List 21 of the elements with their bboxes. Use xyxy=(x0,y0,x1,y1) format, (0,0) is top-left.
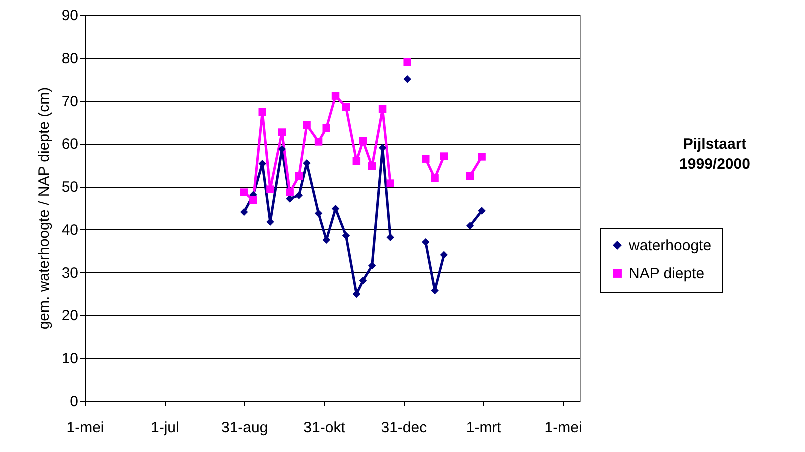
y-tick-label: 0 xyxy=(70,394,78,410)
x-tick-label: 31-okt xyxy=(304,420,346,436)
y-tick-label: 20 xyxy=(62,308,78,325)
text: Pijlstaart 1999/2000 xyxy=(680,136,750,173)
y-tick-label: 60 xyxy=(62,136,78,154)
y-tick-label: 30 xyxy=(62,264,78,282)
x-tick-label: 1-mei xyxy=(66,420,104,436)
x-tick-label: 31-dec xyxy=(381,420,428,436)
y-tick-label: 10 xyxy=(62,350,78,368)
x-tick-label: 1-jul xyxy=(150,420,180,436)
x-tick-label: 1-mei xyxy=(544,420,582,436)
y-axis-title: gem. waterhoogte / NAP diepte (cm) xyxy=(36,87,53,330)
x-tick-label: 31-aug xyxy=(221,420,268,436)
y-tick-label: 70 xyxy=(62,93,78,110)
legend-label: waterhoogte xyxy=(628,238,712,254)
y-tick-label: 50 xyxy=(62,179,78,196)
y-tick-label: 80 xyxy=(62,50,78,68)
y-tick-label: 40 xyxy=(62,222,78,239)
x-tick-label: 1-mrt xyxy=(466,420,502,436)
y-tick-label: 90 xyxy=(62,8,78,24)
legend-label: NAP diepte xyxy=(629,266,705,282)
